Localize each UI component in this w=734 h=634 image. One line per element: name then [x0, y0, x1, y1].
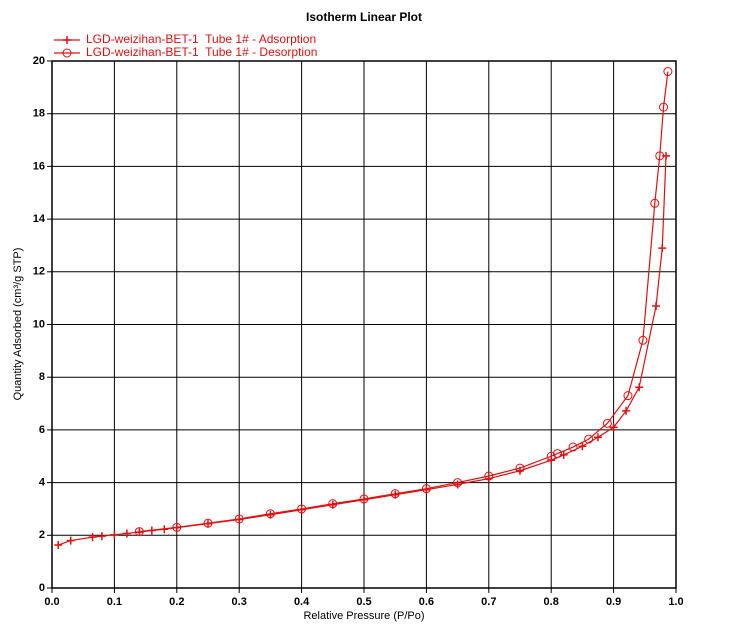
- y-tick-label: 12: [33, 266, 45, 278]
- series-line: [139, 71, 669, 533]
- marker: [54, 541, 63, 550]
- marker: [88, 533, 97, 542]
- marker: [484, 471, 494, 481]
- marker: [623, 391, 633, 401]
- plot-frame: [51, 60, 677, 589]
- marker: [359, 494, 369, 504]
- marker: [453, 478, 463, 488]
- marker: [66, 536, 75, 545]
- marker: [135, 528, 144, 537]
- marker: [578, 442, 587, 451]
- x-tick-label: 0.6: [419, 596, 434, 608]
- marker: [650, 198, 660, 208]
- marker: [134, 527, 144, 537]
- y-tick-label: 8: [39, 371, 45, 383]
- marker: [552, 449, 562, 459]
- marker: [421, 484, 431, 494]
- x-axis-label: Relative Pressure (P/Po): [303, 610, 424, 622]
- x-tick-label: 0.1: [107, 596, 122, 608]
- x-tick-label: 0.9: [606, 596, 621, 608]
- marker: [110, 530, 119, 539]
- marker: [609, 423, 618, 432]
- y-tick-label: 6: [39, 424, 45, 436]
- y-tick-label: 18: [33, 108, 45, 120]
- x-tick-label: 1.0: [668, 596, 683, 608]
- marker: [172, 522, 182, 532]
- x-tick-label: 0.7: [481, 596, 496, 608]
- legend-marker: [62, 48, 72, 58]
- marker: [622, 406, 631, 415]
- marker: [515, 463, 525, 473]
- marker: [234, 514, 244, 524]
- chart-title: Isotherm Linear Plot: [306, 10, 422, 24]
- marker: [297, 504, 307, 514]
- y-axis-label: Quantity Adsorbed (cm³/g STP): [12, 248, 24, 401]
- marker: [265, 509, 275, 519]
- marker: [594, 433, 602, 442]
- legend-label: LGD-weizihan-BET-1 Tube 1# - Desorption: [86, 45, 317, 59]
- x-tick-label: 0.2: [169, 596, 184, 608]
- y-tick-label: 20: [33, 55, 45, 67]
- marker: [638, 335, 648, 345]
- marker: [122, 529, 131, 538]
- x-tick-label: 0.3: [232, 596, 247, 608]
- y-tick-label: 10: [33, 318, 45, 330]
- marker: [659, 102, 669, 112]
- y-tick-label: 4: [39, 477, 46, 489]
- y-tick-label: 14: [33, 213, 46, 225]
- marker: [658, 244, 667, 253]
- y-tick-label: 0: [39, 582, 45, 594]
- x-tick-label: 0.8: [544, 596, 559, 608]
- legend-label: LGD-weizihan-BET-1 Tube 1# - Adsorption: [86, 32, 316, 46]
- y-tick-label: 16: [33, 160, 45, 172]
- marker: [635, 383, 644, 392]
- marker: [602, 418, 612, 428]
- x-tick-label: 0.0: [44, 596, 59, 608]
- x-tick-label: 0.4: [294, 596, 310, 608]
- legend-marker: [63, 36, 71, 44]
- marker: [453, 480, 462, 489]
- marker: [652, 302, 661, 311]
- marker: [655, 151, 665, 161]
- series-line: [58, 155, 667, 546]
- marker: [584, 434, 594, 444]
- marker: [568, 442, 578, 452]
- marker: [663, 67, 673, 77]
- marker: [203, 518, 213, 528]
- marker: [390, 489, 400, 499]
- x-tick-label: 0.5: [356, 596, 371, 608]
- y-tick-label: 2: [39, 529, 45, 541]
- marker: [97, 532, 106, 541]
- marker: [328, 499, 338, 509]
- marker: [546, 451, 556, 461]
